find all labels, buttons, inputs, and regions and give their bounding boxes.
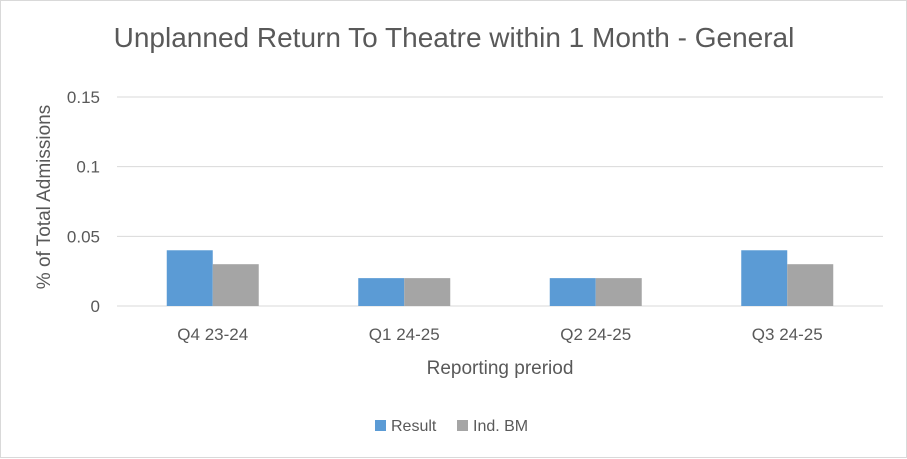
bar-result-1 — [358, 278, 405, 306]
x-tick-label: Q2 24-25 — [560, 325, 631, 344]
x-tick-label: Q4 23-24 — [177, 325, 248, 344]
bar-result-3 — [741, 250, 788, 306]
y-axis-title: % of Total Admissions — [34, 105, 55, 289]
y-tick-label: 0.1 — [76, 158, 100, 177]
legend-label-1: Ind. BM — [473, 418, 528, 435]
x-axis-ticks: Q4 23-24 Q1 24-25 Q2 24-25 Q3 24-25 — [177, 325, 822, 344]
bar-ind-bm-2 — [595, 278, 642, 306]
x-tick-label: Q3 24-25 — [752, 325, 823, 344]
chart-title: Unplanned Return To Theatre within 1 Mon… — [114, 22, 795, 53]
legend-label-0: Result — [391, 418, 437, 435]
bars — [166, 250, 834, 306]
y-tick-label: 0.05 — [67, 227, 100, 246]
y-axis-ticks: 0 0.05 0.1 0.15 — [67, 88, 100, 316]
y-tick-label: 0.15 — [67, 88, 100, 107]
x-tick-label: Q1 24-25 — [369, 325, 440, 344]
bar-ind-bm-0 — [212, 264, 259, 306]
bar-result-2 — [549, 278, 596, 306]
bar-ind-bm-3 — [787, 264, 834, 306]
x-axis-title: Reporting preriod — [427, 358, 574, 379]
legend-swatch-1 — [457, 420, 468, 431]
legend: Result Ind. BM — [375, 418, 528, 435]
y-tick-label: 0 — [91, 297, 100, 316]
bar-ind-bm-1 — [404, 278, 451, 306]
bar-result-0 — [166, 250, 213, 306]
legend-swatch-0 — [375, 420, 386, 431]
